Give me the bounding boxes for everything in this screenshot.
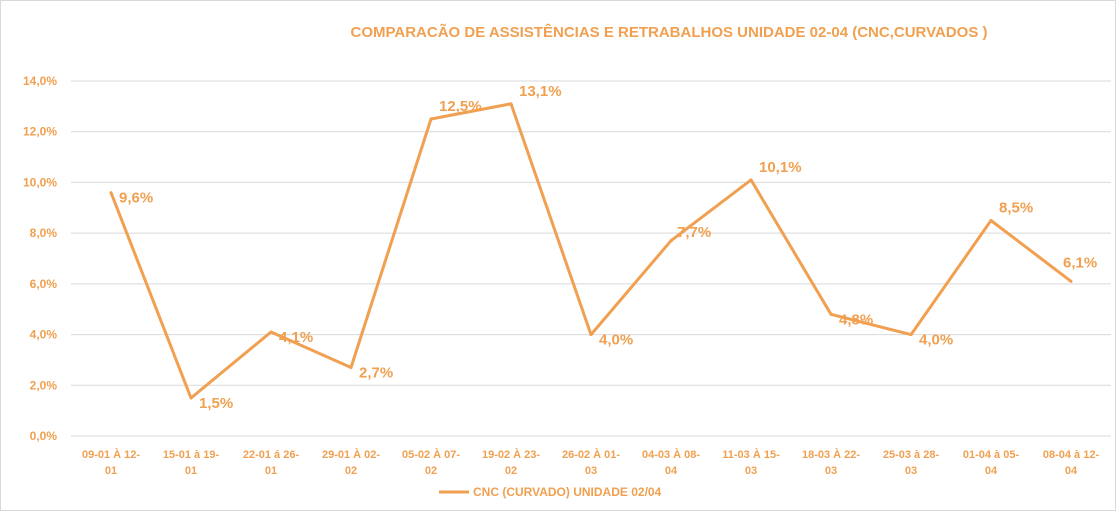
x-tick-label: 09-01 À 12-01 bbox=[82, 448, 140, 477]
x-tick-label: 29-01 À 02-02 bbox=[322, 448, 380, 477]
legend-entry: CNC (CURVADO) UNIDADE 02/04 bbox=[473, 485, 662, 499]
y-tick-label: 10,0% bbox=[23, 175, 57, 189]
data-label: 4,0% bbox=[599, 332, 633, 349]
x-tick-label: 25-03 à 28-03 bbox=[883, 449, 940, 477]
y-tick-label: 8,0% bbox=[30, 226, 58, 240]
x-tick-label: 18-03 À 22-03 bbox=[802, 448, 860, 477]
y-tick-label: 14,0% bbox=[23, 74, 57, 88]
data-label: 1,5% bbox=[199, 395, 233, 412]
data-label: 4,0% bbox=[919, 332, 953, 349]
data-label: 8,5% bbox=[999, 199, 1033, 216]
data-label: 13,1% bbox=[519, 83, 562, 100]
x-tick-label: 05-02 À 07-02 bbox=[402, 448, 460, 477]
data-label: 4,8% bbox=[839, 311, 873, 328]
data-labels: 9,6% 1,5% 4,1% 2,7% 12,5% 13,1% 4,0% 7,7% 10,1% 4… bbox=[119, 83, 1097, 412]
data-point bbox=[349, 366, 353, 370]
data-point bbox=[189, 396, 193, 400]
x-tick-label: 08-04 à 12-04 bbox=[1043, 449, 1100, 477]
data-label: 7,7% bbox=[677, 224, 711, 241]
x-tick-label: 15-01 à 19-01 bbox=[163, 449, 220, 477]
data-point bbox=[269, 330, 273, 334]
y-tick-label: 12,0% bbox=[23, 125, 57, 139]
x-tick-label: 11-03 À 15-03 bbox=[722, 448, 780, 477]
data-point bbox=[829, 312, 833, 316]
y-tick-label: 4,0% bbox=[30, 328, 58, 342]
x-tick-label: 04-03 À 08-04 bbox=[642, 448, 700, 477]
data-label: 9,6% bbox=[119, 190, 153, 207]
y-tick-label: 6,0% bbox=[30, 277, 58, 291]
data-label: 6,1% bbox=[1063, 254, 1097, 271]
x-axis-ticks: 09-01 À 12-01 15-01 à 19-01 22-01 á 26-01 2… bbox=[82, 448, 1100, 477]
gridlines bbox=[71, 80, 1111, 437]
x-tick-label: 19-02 À 23-02 bbox=[482, 448, 540, 477]
data-point bbox=[589, 333, 593, 337]
data-point bbox=[989, 218, 993, 222]
chart-title: COMPARACÃO DE ASSISTÊNCIAS E RETRABALHOS… bbox=[350, 23, 987, 41]
data-label: 2,7% bbox=[359, 365, 393, 382]
data-point bbox=[909, 333, 913, 337]
series-cnc-curvado bbox=[109, 102, 1073, 400]
legend: CNC (CURVADO) UNIDADE 02/04 bbox=[439, 485, 662, 499]
data-point bbox=[669, 239, 673, 243]
y-axis-ticks: 0,0% 2,0% 4,0% 6,0% 8,0% 10,0% 12,0% 14,0% bbox=[23, 74, 57, 443]
data-point bbox=[509, 102, 513, 106]
data-label: 4,1% bbox=[279, 329, 313, 346]
data-point bbox=[429, 117, 433, 121]
data-point bbox=[749, 178, 753, 182]
data-label: 12,5% bbox=[439, 98, 482, 115]
x-tick-label: 22-01 á 26-01 bbox=[243, 449, 300, 477]
y-tick-label: 2,0% bbox=[30, 378, 58, 392]
x-tick-label: 26-02 À 01-03 bbox=[562, 448, 620, 477]
x-tick-label: 01-04 à 05-04 bbox=[963, 449, 1020, 477]
data-point bbox=[1069, 279, 1073, 283]
series-line bbox=[109, 102, 1072, 400]
y-tick-label: 0,0% bbox=[30, 429, 58, 443]
data-label: 10,1% bbox=[759, 159, 802, 176]
data-point bbox=[109, 191, 113, 195]
